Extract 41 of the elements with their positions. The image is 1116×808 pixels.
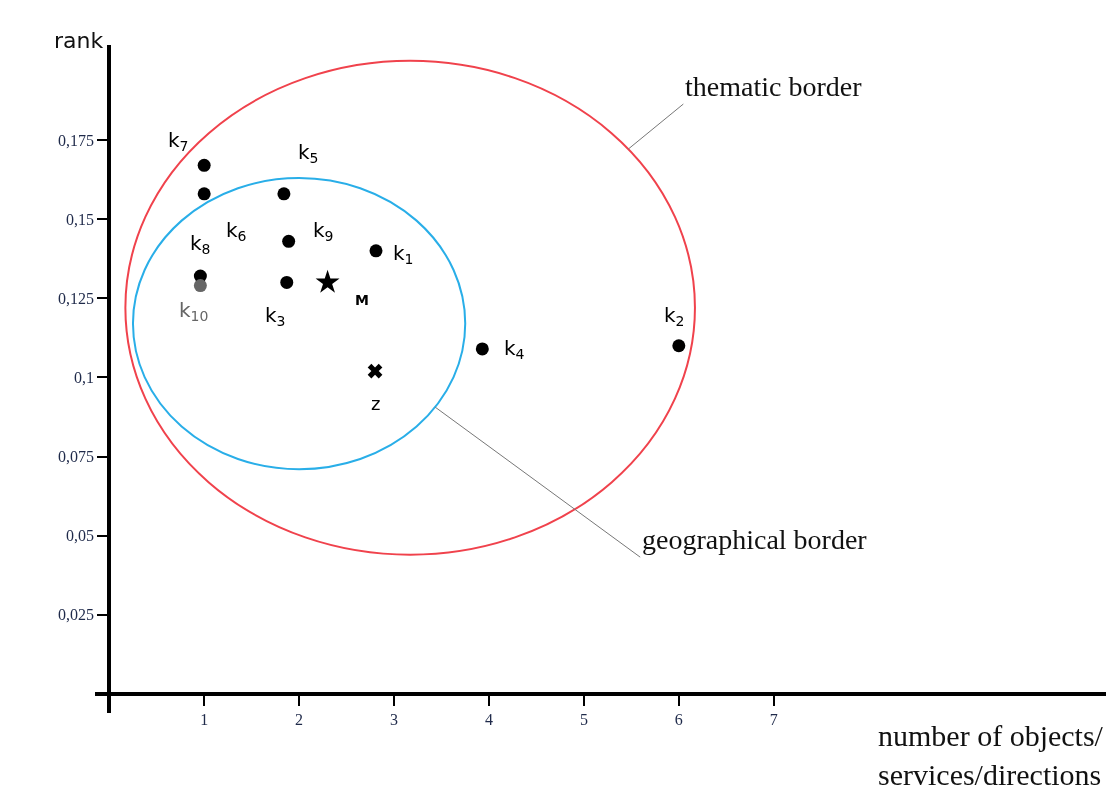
x-tick-label: 3 <box>390 711 399 729</box>
series-label: k$_{10}$ <box>179 298 209 325</box>
point <box>197 187 211 201</box>
x-tick-label: 2 <box>295 711 304 729</box>
series-label: k$_{1}$ <box>393 241 414 268</box>
series-label: z <box>371 393 381 414</box>
point <box>369 244 383 258</box>
y-tick-label: 0,025 <box>58 606 95 624</box>
y-tick-label: 0,125 <box>58 289 95 307</box>
y-tick-label: 0,175 <box>58 131 95 149</box>
series-label: k$_{4}$ <box>504 336 525 363</box>
series-label: k$_{7}$ <box>168 128 189 155</box>
point <box>280 275 294 289</box>
y-tick-label: 0,075 <box>58 448 95 466</box>
annotation: geographical border <box>642 524 868 555</box>
point <box>193 279 207 293</box>
point <box>672 339 686 353</box>
x-axis-title: number of objects/ services/directions <box>878 719 1104 791</box>
y-tick-label: 0,05 <box>66 527 95 545</box>
series-label: M <box>355 292 369 308</box>
y-axis-title: rank <box>54 28 104 53</box>
series-label: k$_{3}$ <box>265 303 286 330</box>
point <box>282 234 296 248</box>
x-tick-label: 7 <box>769 711 778 729</box>
series-label: k$_{9}$ <box>313 218 334 245</box>
point <box>475 342 489 356</box>
point <box>367 363 383 379</box>
series-label: k$_{2}$ <box>664 303 685 330</box>
point <box>277 187 291 201</box>
y-tick-label: 0,1 <box>74 369 95 387</box>
y-tick-label: 0,15 <box>66 210 95 228</box>
point <box>197 158 211 172</box>
x-tick-label: 5 <box>579 711 588 729</box>
x-tick-label: 6 <box>674 711 683 729</box>
point <box>315 269 340 293</box>
annotation: thematic border <box>685 71 863 102</box>
x-tick-label: 4 <box>484 711 493 729</box>
x-tick-label: 1 <box>200 711 209 729</box>
series-label: k$_{8}$ <box>190 231 211 258</box>
series-label: k$_{5}$ <box>298 140 319 167</box>
series-label: k$_{6}$ <box>226 218 247 245</box>
